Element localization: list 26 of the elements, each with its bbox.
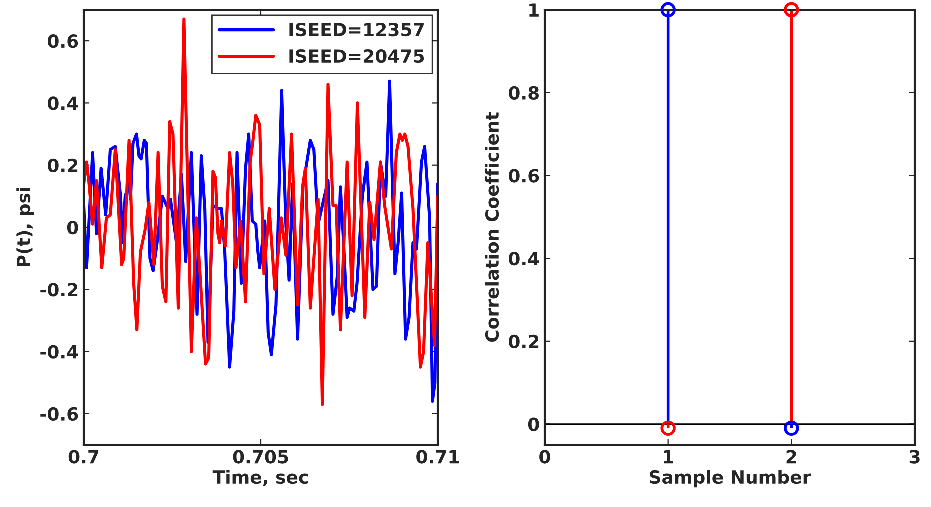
y-tick-label: 0.6 (48, 34, 78, 48)
y-tick-label: 0 (67, 220, 78, 235)
y-tick-label: 0.2 (509, 334, 539, 349)
x-tick-label: 0.71 (416, 450, 460, 464)
y-tick-label: 0.6 (509, 169, 540, 183)
x-axis-title: Time, sec (212, 470, 308, 486)
legend-label: ISEED=20475 (290, 49, 424, 64)
y-axis-title: Correlation Coefficient (485, 112, 500, 342)
y-tick-label: 0 (528, 418, 540, 432)
y-tick-label: 0.8 (509, 86, 540, 100)
y-tick-label: 0.4 (509, 252, 540, 266)
x-tick-label: 0.705 (233, 450, 288, 464)
x-axis-title: Sample Number (650, 470, 812, 488)
x-tick-label: 1 (664, 450, 674, 464)
y-tick-label: -0.6 (40, 407, 78, 422)
y-tick-label: -0.2 (40, 283, 78, 297)
y-tick-label: 0.2 (48, 158, 78, 172)
x-tick-label: 3 (910, 450, 920, 464)
y-axis-title: P(t), psi (16, 188, 34, 267)
y-tick-label: 1 (530, 4, 539, 17)
y-tick-label: -0.4 (40, 345, 78, 359)
legend-label: ISEED=12357 (290, 22, 424, 37)
x-tick-label: 2 (786, 450, 796, 464)
x-tick-label: 0.7 (68, 450, 99, 464)
x-tick-label: 0 (540, 450, 550, 464)
y-tick-label: 0.4 (48, 96, 78, 110)
